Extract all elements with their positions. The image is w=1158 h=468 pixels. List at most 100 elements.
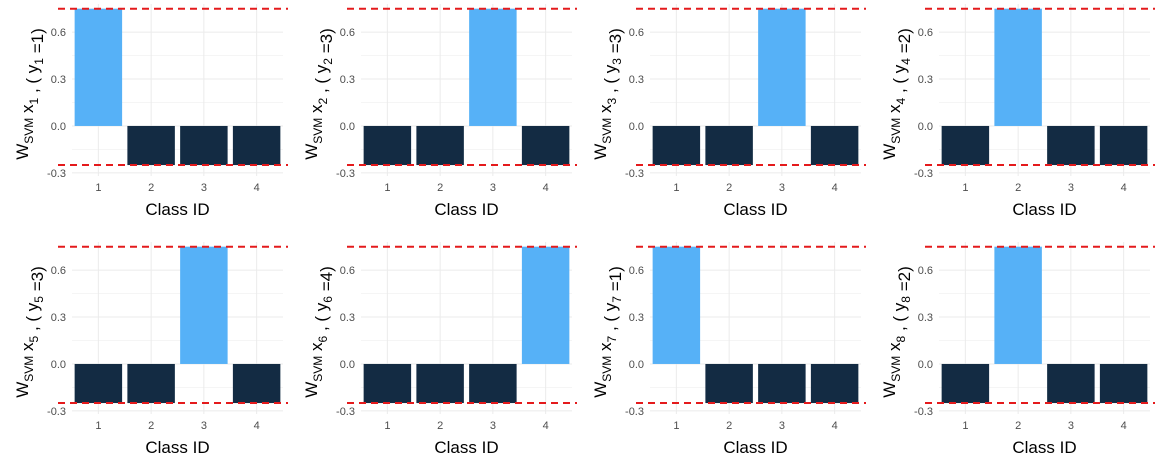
- y-tick-label: 0.3: [51, 312, 66, 324]
- y-tick-label: 0.3: [51, 74, 66, 86]
- x-tick-label: 3: [490, 420, 496, 432]
- y-tick-label: 0.0: [629, 121, 644, 133]
- y-tick-label: 0.3: [629, 74, 644, 86]
- y-axis-title: WSVM x5 , ( y5 =3): [13, 266, 47, 398]
- bar-class-2: [127, 125, 175, 166]
- bar-class-2: [127, 363, 175, 404]
- chart-panel-6: -0.3 0.0 0.3 0.6 1 2 3 4 Class ID WSVM x6 , ( y6 …: [289, 238, 578, 468]
- y-tick-label: 0.6: [51, 265, 66, 277]
- bar-class-1: [652, 246, 701, 364]
- x-tick-label: 3: [779, 182, 785, 194]
- x-axis-title: Class ID: [434, 200, 498, 219]
- y-tick-label: 0.6: [340, 265, 355, 277]
- bar-class-4: [1099, 363, 1148, 404]
- chart-svg-7: -0.3 0.0 0.3 0.6 1 2 3 4 Class ID WSVM x7 , ( y7 …: [591, 242, 866, 457]
- chart-panel-5: -0.3 0.0 0.3 0.6 1 2 3 4 Class ID WSVM x5 , ( y5 …: [0, 238, 289, 468]
- y-tick-label: 0.0: [340, 121, 355, 133]
- y-tick-label: 0.6: [51, 27, 66, 39]
- x-tick-label: 1: [673, 182, 679, 194]
- y-tick-label: 0.3: [340, 312, 355, 324]
- bar-class-3: [180, 125, 228, 166]
- y-axis-title: WSVM x3 , ( y3 =3): [591, 28, 625, 160]
- x-tick-label: 3: [490, 182, 496, 194]
- bar-class-1: [74, 8, 123, 126]
- y-tick-label: 0.0: [51, 121, 66, 133]
- x-tick-label: 1: [384, 182, 390, 194]
- x-tick-label: 2: [437, 420, 443, 432]
- x-tick-label: 2: [437, 182, 443, 194]
- chart-svg-8: -0.3 0.0 0.3 0.6 1 2 3 4 Class ID WSVM x8 , ( y8 …: [880, 242, 1155, 457]
- y-tick-label: 0.6: [918, 27, 933, 39]
- bar-class-3: [180, 246, 228, 364]
- x-tick-label: 3: [201, 420, 207, 432]
- y-tick-label: 0.3: [918, 312, 933, 324]
- bar-class-4: [232, 363, 281, 404]
- y-axis-title: WSVM x6 , ( y6 =4): [302, 266, 336, 398]
- y-axis-title: WSVM x2 , ( y2 =3): [302, 28, 336, 160]
- x-axis-title: Class ID: [145, 200, 209, 219]
- bar-class-2: [416, 125, 464, 166]
- bar-class-1: [363, 125, 412, 166]
- y-tick-label: 0.0: [918, 121, 933, 133]
- bar-class-2: [994, 246, 1042, 364]
- bar-class-4: [810, 363, 859, 404]
- y-tick-label: -0.3: [914, 168, 933, 180]
- x-tick-label: 2: [1015, 420, 1021, 432]
- x-tick-label: 4: [832, 182, 838, 194]
- y-tick-label: 0.0: [918, 359, 933, 371]
- x-tick-label: 1: [962, 420, 968, 432]
- x-tick-label: 1: [95, 420, 101, 432]
- chart-svg-4: -0.3 0.0 0.3 0.6 1 2 3 4 Class ID WSVM x4 , ( y4 …: [880, 4, 1155, 219]
- x-tick-label: 4: [254, 420, 260, 432]
- bar-class-3: [758, 8, 806, 126]
- bar-class-3: [1047, 363, 1095, 404]
- x-axis-title: Class ID: [1012, 438, 1076, 457]
- x-tick-label: 3: [1068, 182, 1074, 194]
- x-tick-label: 1: [95, 182, 101, 194]
- bar-class-1: [941, 125, 990, 166]
- y-tick-label: -0.3: [914, 406, 933, 418]
- bar-class-1: [941, 363, 990, 404]
- x-tick-label: 2: [148, 182, 154, 194]
- chart-svg-2: -0.3 0.0 0.3 0.6 1 2 3 4 Class ID WSVM x2 , ( y2 …: [302, 4, 577, 219]
- x-tick-label: 4: [543, 420, 549, 432]
- chart-panel-8: -0.3 0.0 0.3 0.6 1 2 3 4 Class ID WSVM x8 , ( y8 …: [867, 238, 1156, 468]
- x-tick-label: 4: [254, 182, 260, 194]
- y-tick-label: 0.3: [629, 312, 644, 324]
- bar-class-4: [521, 125, 570, 166]
- x-axis-title: Class ID: [434, 438, 498, 457]
- y-tick-label: 0.0: [51, 359, 66, 371]
- x-tick-label: 3: [1068, 420, 1074, 432]
- x-tick-label: 2: [148, 420, 154, 432]
- x-tick-label: 4: [832, 420, 838, 432]
- x-tick-label: 3: [779, 420, 785, 432]
- chart-panel-1: -0.3 0.0 0.3 0.6 1 2 3 4 Class ID WSVM x1 , ( y1 …: [0, 0, 289, 230]
- x-tick-label: 1: [962, 182, 968, 194]
- y-tick-label: -0.3: [336, 406, 355, 418]
- bar-class-4: [521, 246, 570, 364]
- bar-class-2: [416, 363, 464, 404]
- x-axis-title: Class ID: [145, 438, 209, 457]
- y-axis-title: WSVM x4 , ( y4 =2): [880, 28, 914, 160]
- x-tick-label: 2: [1015, 182, 1021, 194]
- x-tick-label: 4: [1121, 420, 1127, 432]
- y-tick-label: -0.3: [47, 168, 66, 180]
- y-axis-title: WSVM x7 , ( y7 =1): [591, 266, 625, 398]
- bar-class-3: [469, 363, 517, 404]
- chart-svg-1: -0.3 0.0 0.3 0.6 1 2 3 4 Class ID WSVM x1 , ( y1 …: [13, 4, 288, 219]
- bar-class-1: [74, 363, 123, 404]
- y-tick-label: 0.6: [629, 265, 644, 277]
- y-tick-label: 0.3: [918, 74, 933, 86]
- bar-class-4: [1099, 125, 1148, 166]
- chart-svg-6: -0.3 0.0 0.3 0.6 1 2 3 4 Class ID WSVM x6 , ( y6 …: [302, 242, 577, 457]
- bar-class-1: [652, 125, 701, 166]
- x-axis-title: Class ID: [1012, 200, 1076, 219]
- chart-panel-4: -0.3 0.0 0.3 0.6 1 2 3 4 Class ID WSVM x4 , ( y4 …: [867, 0, 1156, 230]
- bar-class-2: [705, 125, 753, 166]
- chart-panel-2: -0.3 0.0 0.3 0.6 1 2 3 4 Class ID WSVM x2 , ( y2 …: [289, 0, 578, 230]
- x-axis-title: Class ID: [723, 200, 787, 219]
- y-tick-label: 0.0: [340, 359, 355, 371]
- y-axis-title: WSVM x8 , ( y8 =2): [880, 266, 914, 398]
- x-tick-label: 4: [1121, 182, 1127, 194]
